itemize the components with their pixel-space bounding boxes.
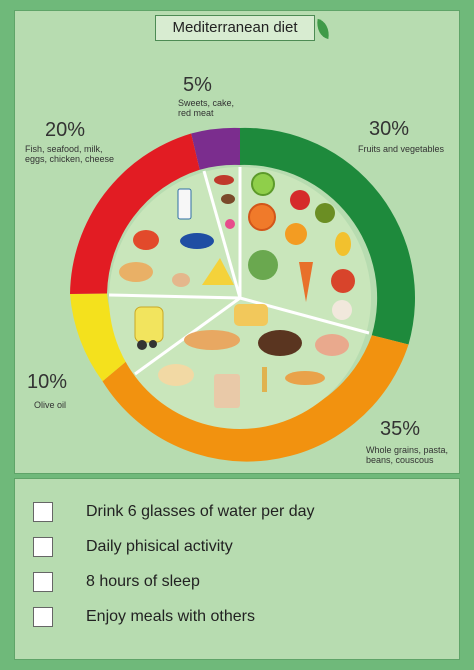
protein-percent: 20% [45,119,86,141]
olive-oil-icon [134,306,164,350]
checklist-label: 8 hours of sleep [86,573,200,590]
fruits-vegetables-description: Fruits and vegetables [358,144,445,154]
checkbox[interactable] [33,502,53,522]
checklist-label: Drink 6 glasses of water per day [86,503,315,520]
checklist-label: Daily phisical activity [86,538,233,555]
ring-segment-grains [102,335,409,462]
checkbox[interactable] [33,537,53,557]
grains-description: Whole grains, pasta, beans, couscous [366,445,449,465]
sweets-icon [214,175,235,229]
protein-description: Fish, seafood, milk, eggs, chicken, chees… [25,144,115,164]
sweets-description: Sweets, cake, red meat [178,98,235,118]
protein-icons [119,188,234,287]
checklist-panel [14,478,460,660]
checkbox[interactable] [33,607,53,627]
plate-dividers [108,167,370,376]
fruits-vegetables-percent: 30% [369,118,410,140]
ring-segment-protein [70,133,200,294]
sweets-percent: 5% [183,74,212,96]
fruits-vegetables-icons [248,172,355,320]
grains-percent: 35% [380,418,421,440]
checklist-label: Enjoy meals with others [86,608,255,625]
ring-segment-sweets [191,127,240,170]
grains-icons [158,304,349,408]
ring-segment-olive-oil [70,293,132,382]
checkbox[interactable] [33,572,53,592]
olive-oil-description: Olive oil [34,400,67,410]
olive-oil-percent: 10% [27,371,68,393]
page-title: Mediterranean diet [155,15,315,41]
ring-segment-fruits-vegetables [240,127,416,345]
